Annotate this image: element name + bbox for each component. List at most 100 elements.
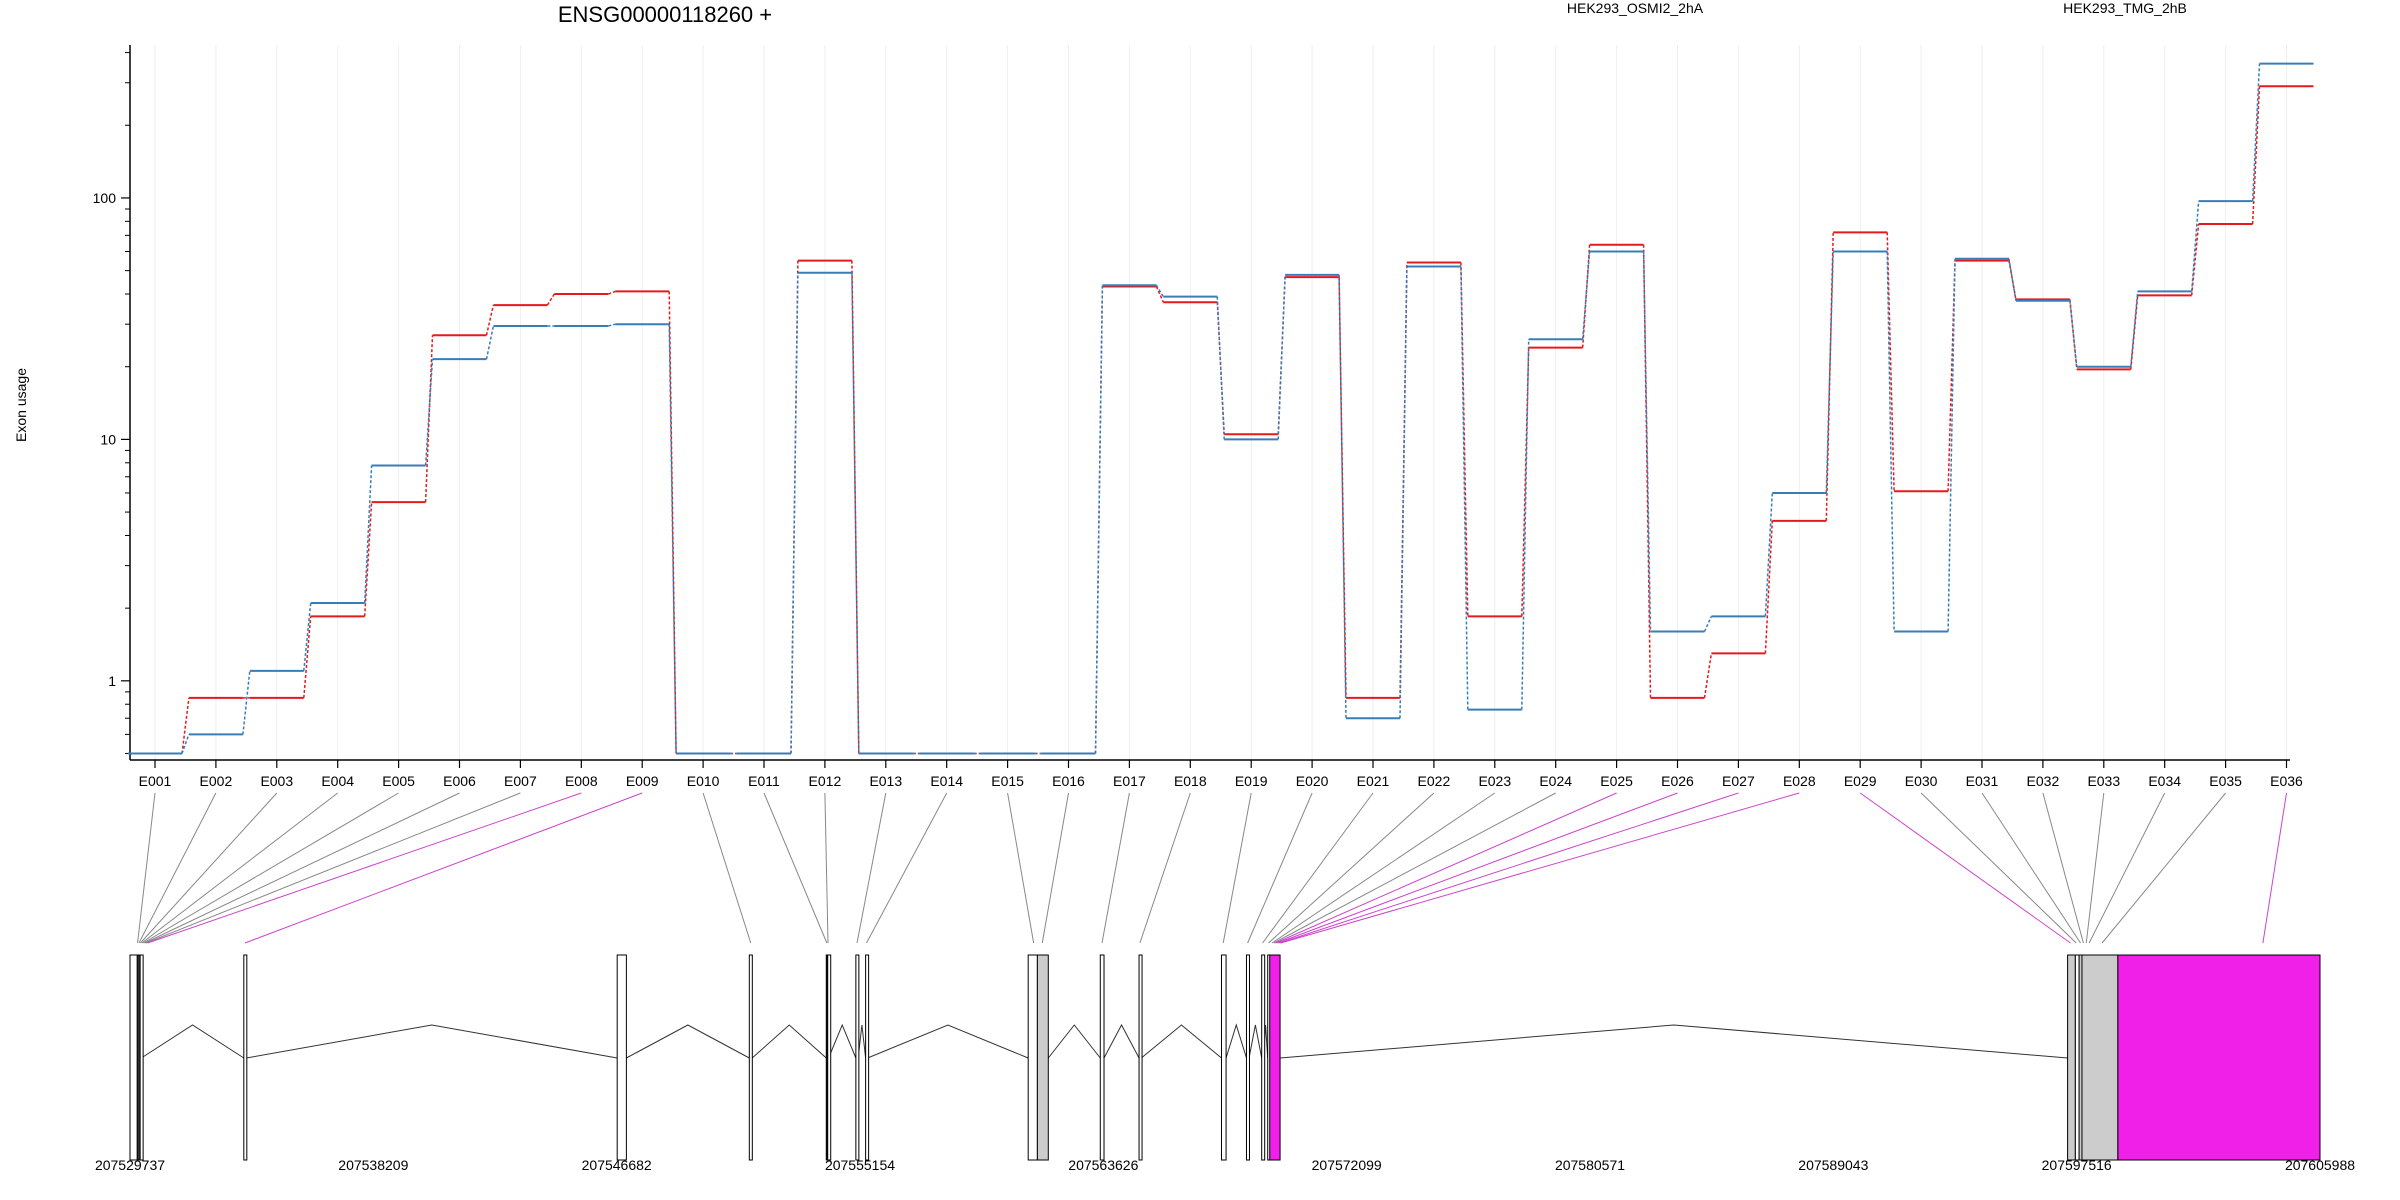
intron-line	[141, 1024, 245, 1059]
series-connector	[1338, 274, 1347, 719]
x-tick-label: E013	[869, 773, 902, 789]
series-connector	[1094, 285, 1104, 754]
x-tick-label: E012	[809, 773, 842, 789]
series-connector	[1764, 492, 1774, 617]
genomic-coordinate-label: 207580571	[1555, 1157, 1625, 1173]
x-tick-label: E002	[200, 773, 233, 789]
series-connector	[1703, 653, 1713, 698]
genomic-coordinate-label: 207538209	[338, 1157, 408, 1173]
x-tick-label: E010	[687, 773, 720, 789]
exon-connector	[1101, 792, 1130, 944]
x-tick-label: E008	[565, 773, 598, 789]
intron-line	[1280, 1024, 2068, 1059]
x-tick-label: E028	[1783, 773, 1816, 789]
x-tick-label: E015	[991, 773, 1024, 789]
exon-box	[1036, 954, 1049, 1161]
series-tmg	[128, 62, 2314, 755]
x-tick-label: E017	[1113, 773, 1146, 789]
series-connector	[181, 734, 190, 754]
exon-connector	[1139, 792, 1191, 944]
x-tick-label: E026	[1661, 773, 1694, 789]
chart-title: ENSG00000118260 +	[558, 2, 772, 27]
exon-connector-lines	[137, 792, 2287, 944]
intron-line	[751, 1024, 827, 1059]
intron-line	[857, 1024, 867, 1059]
exon-box	[129, 954, 138, 1161]
series-connector	[2190, 223, 2200, 296]
x-tick-label: E019	[1235, 773, 1268, 789]
x-tick-label: E032	[2027, 773, 2060, 789]
exon-box	[1099, 954, 1105, 1161]
x-tick-label: E014	[930, 773, 963, 789]
y-tick-label: 100	[93, 190, 117, 206]
axes: 1 10 100 E001 E002 E003 E004 E005 E006 E007 E008 E0…	[93, 45, 2303, 789]
exon-connector	[2101, 792, 2226, 944]
genomic-coordinate-label: 207546682	[582, 1157, 652, 1173]
exon-box	[2117, 954, 2321, 1161]
series-connector	[790, 272, 799, 754]
exon-connector	[763, 792, 828, 944]
genomic-coordinate-label: 207555154	[825, 1157, 895, 1173]
x-tick-label: E033	[2087, 773, 2120, 789]
series-connector	[485, 325, 495, 360]
x-tick-label: E035	[2209, 773, 2242, 789]
exon-box	[139, 954, 144, 1161]
exon-connector	[145, 792, 521, 944]
series-connector	[668, 324, 677, 754]
series-connector	[1155, 284, 1164, 298]
series-connector	[1460, 262, 1469, 617]
exon-connector	[2262, 792, 2287, 944]
series-connector	[2251, 63, 2261, 202]
exon-box	[855, 954, 860, 1161]
series-connector	[1277, 277, 1286, 435]
x-tick-label: E036	[2270, 773, 2303, 789]
exon-connector	[138, 792, 217, 944]
intron-line	[1141, 1024, 1222, 1059]
exon-box	[748, 954, 753, 1161]
series-connector	[1277, 274, 1286, 440]
exon-connector	[2088, 792, 2166, 944]
series-connector	[1155, 286, 1164, 303]
exon-connector	[1920, 792, 2077, 944]
exon-connector	[1247, 792, 1313, 944]
x-tick-label: E034	[2148, 773, 2181, 789]
exon-box	[2067, 954, 2076, 1161]
series-connector	[1521, 339, 1530, 710]
x-tick-label: E031	[1966, 773, 1999, 789]
y-axis-label: Exon usage	[13, 368, 29, 442]
exon-box	[865, 954, 870, 1161]
series-connector	[363, 502, 373, 617]
exon-connector	[1273, 792, 1556, 944]
series-osmi2	[128, 85, 2314, 755]
genomic-coordinate-label: 207529737	[95, 1157, 165, 1173]
intron-line	[626, 1024, 750, 1059]
x-tick-label: E007	[504, 773, 537, 789]
series-connector	[1764, 520, 1774, 654]
exon-box	[1261, 954, 1266, 1161]
x-tick-label: E020	[1296, 773, 1329, 789]
intron-line	[1047, 1024, 1101, 1059]
x-tick-label: E027	[1722, 773, 1755, 789]
exon-connector	[137, 792, 156, 944]
series-connector	[608, 290, 616, 295]
y-tick-label: 1	[108, 673, 116, 689]
series-connector	[485, 304, 495, 336]
x-tick-label: E025	[1600, 773, 1633, 789]
x-tick-label: E003	[260, 773, 293, 789]
series-connector	[181, 697, 190, 754]
exon-box	[2081, 954, 2119, 1161]
x-tick-label: E030	[1905, 773, 1938, 789]
intron-line	[1103, 1023, 1140, 1059]
series-connector	[608, 323, 616, 327]
exon-connector	[1981, 792, 2081, 944]
series-connector	[424, 359, 434, 466]
exon-box	[1220, 954, 1227, 1161]
series-connector	[1216, 296, 1225, 440]
series-connector	[2069, 300, 2078, 367]
series-connector	[1642, 251, 1652, 632]
exon-connector	[1268, 792, 1435, 944]
plot-area	[128, 62, 2314, 755]
intron-line	[1248, 1024, 1263, 1059]
series-connector	[851, 272, 860, 754]
